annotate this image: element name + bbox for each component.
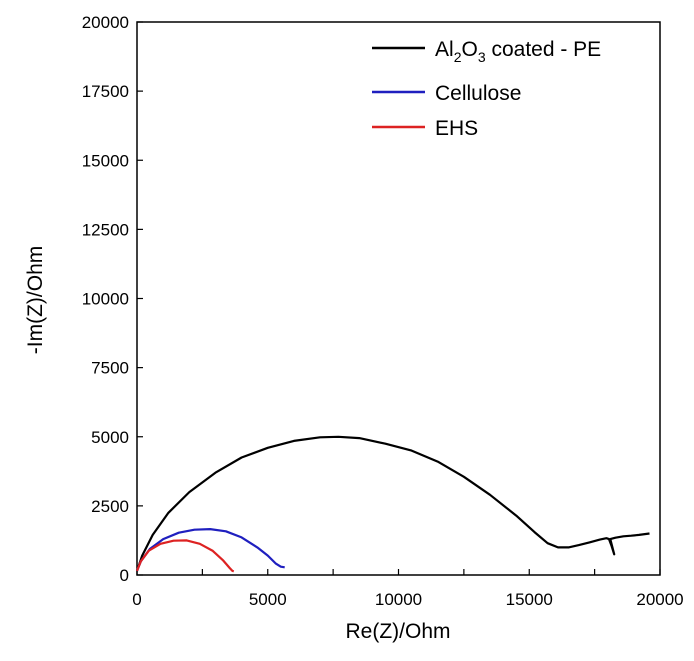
x-axis-tick-labels: 0 5000 10000 15000 20000	[132, 590, 683, 609]
x-tick-label-1: 5000	[249, 590, 287, 609]
x-axis-ticks	[136, 569, 661, 575]
y-axis-tick-labels: 0 2500 5000 7500 10000 12500 15000 17500 20000	[82, 13, 129, 585]
y-tick-label-2: 5000	[91, 428, 129, 447]
legend: Al2O3 coated - PE Cellulose EHS	[372, 38, 601, 140]
y-tick-label-6: 15000	[82, 151, 129, 170]
x-tick-label-3: 15000	[506, 590, 553, 609]
series-line-al2o3-coated-pe	[135, 435, 650, 572]
legend-label-ehs: EHS	[435, 117, 478, 140]
series-layer	[135, 435, 650, 573]
legend-label-cellulose: Cellulose	[435, 82, 521, 105]
x-axis-label: Re(Z)/Ohm	[346, 620, 451, 643]
x-tick-label-2: 10000	[375, 590, 422, 609]
y-tick-label-3: 7500	[91, 359, 129, 378]
x-tick-label-0: 0	[132, 590, 141, 609]
y-axis-ticks	[137, 21, 143, 576]
y-tick-label-5: 12500	[82, 220, 129, 239]
y-axis-label: -Im(Z)/Ohm	[24, 246, 47, 354]
x-tick-label-4: 20000	[636, 590, 683, 609]
plot-frame	[136, 21, 661, 576]
y-tick-label-0: 0	[120, 566, 129, 585]
series-line-cellulose	[135, 528, 285, 572]
y-tick-label-7: 17500	[82, 82, 129, 101]
legend-label-al2o3: Al2O3 coated - PE	[435, 38, 601, 65]
y-tick-label-4: 10000	[82, 290, 129, 309]
series-line-ehs	[135, 539, 235, 573]
y-tick-label-8: 20000	[82, 13, 129, 32]
y-tick-label-1: 2500	[91, 497, 129, 516]
